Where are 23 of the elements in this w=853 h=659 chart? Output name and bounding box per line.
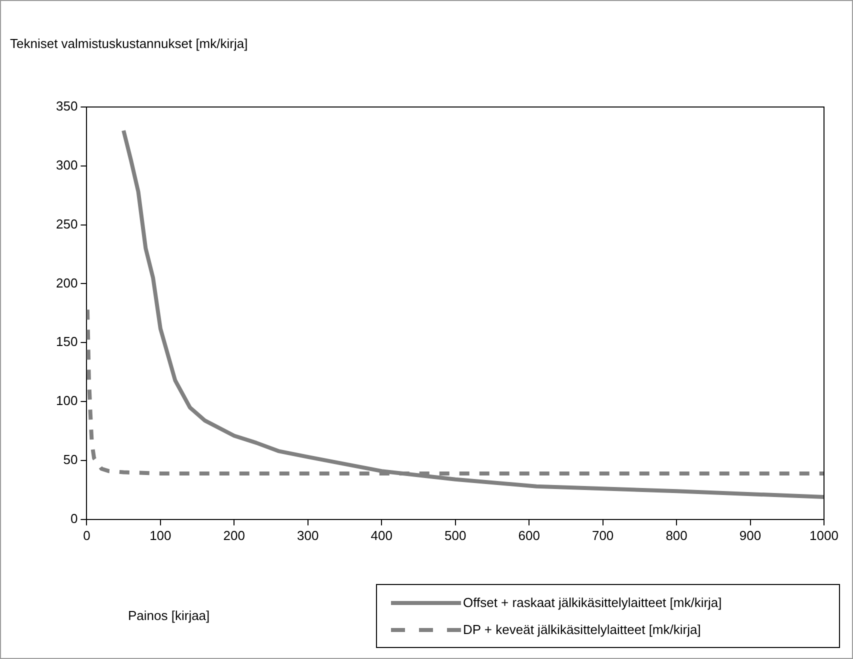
y-tick-label: 350 (56, 98, 78, 114)
x-tick-label: 900 (739, 528, 762, 543)
legend-label: DP + keveät jälkikäsittelylaitteet [mk/kirja] (463, 622, 701, 637)
x-tick-label: 300 (297, 528, 319, 543)
x-tick-label: 700 (592, 528, 614, 543)
y-tick-label: 250 (56, 216, 78, 232)
x-tick-label: 1000 (810, 528, 838, 543)
legend-label: Offset + raskaat jälkikäsittelylaitteet [mk/kirja] (463, 595, 722, 610)
text: Painos [kirjaa] (128, 608, 210, 623)
y-tick-label: 150 (56, 334, 78, 350)
x-tick-label: 200 (223, 528, 246, 543)
x-tick-label: 800 (666, 528, 688, 543)
x-tick-label: 100 (150, 528, 172, 543)
x-tick-label: 0 (83, 528, 90, 543)
y-tick-label: 100 (56, 393, 78, 408)
y-tick-label: 0 (70, 510, 78, 526)
y-tick-label: 300 (56, 157, 78, 172)
y-axis-title: Tekniset valmistuskustannukset [mk/kirja] (10, 36, 248, 51)
x-tick-label: 400 (370, 528, 392, 543)
y-tick-label: 200 (56, 275, 78, 290)
y-tick-label: 50 (63, 452, 78, 468)
x-tick-label: 500 (444, 528, 466, 543)
x-tick-label: 600 (518, 528, 540, 543)
